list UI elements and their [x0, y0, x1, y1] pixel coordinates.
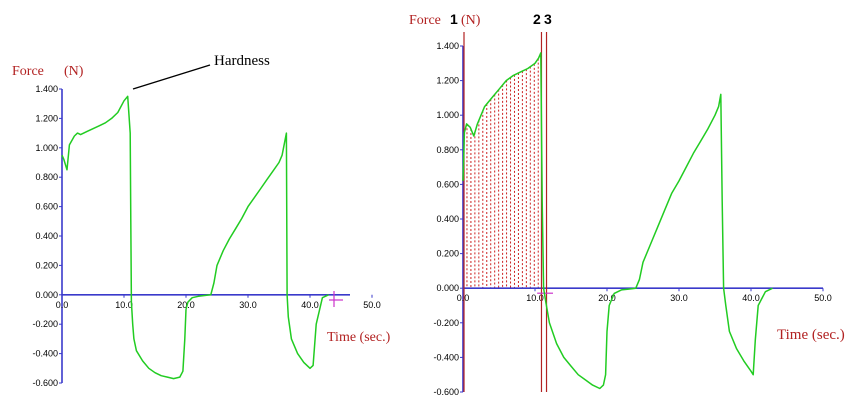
chart-left: Force (N) Hardness 1.400 1.200 1.000 0.800 0… — [12, 53, 391, 388]
hardness-annotation: Hardness — [214, 53, 270, 69]
right-shaded-area — [462, 58, 539, 289]
left-y-tick-label: -0.600 — [32, 378, 58, 388]
right-force-curve-line — [462, 52, 773, 390]
left-xlabel: Time (sec.) — [327, 330, 391, 345]
left-y-tick-label: 0.800 — [35, 172, 58, 182]
left-x-tick-label: 0.0 — [56, 300, 69, 310]
right-marker-lines — [463, 32, 553, 392]
right-y-tick-label: 1.200 — [436, 76, 459, 86]
left-x-tick-label: 20.0 — [177, 300, 195, 310]
left-x-tick-label: 10.0 — [115, 300, 133, 310]
left-ylabel-force: Force — [12, 64, 44, 79]
right-y-tick-label: -0.600 — [433, 387, 459, 397]
right-y-tick-label: 0.600 — [436, 179, 459, 189]
marker-label-2: 2 — [533, 11, 541, 27]
right-x-tick-label: 20.0 — [598, 293, 616, 303]
right-y-tick-label: -0.200 — [433, 318, 459, 328]
right-x-tick-label: 30.0 — [670, 293, 688, 303]
right-x-tick-labels: 0.0 10.0 20.0 30.0 40.0 50.0 — [457, 293, 832, 303]
left-axes — [59, 88, 373, 384]
right-force-curve — [462, 52, 773, 390]
left-force-curve — [61, 95, 329, 380]
marker-label-3: 3 — [544, 11, 552, 27]
right-y-tick-label: 0.000 — [436, 283, 459, 293]
chart-right: Force 1 (N) 2 3 1.400 1.200 1.000 0.800 0.60… — [409, 11, 845, 397]
marker-label-1: 1 — [450, 11, 458, 27]
right-y-tick-label: 0.400 — [436, 214, 459, 224]
right-ylabel-unit: (N) — [461, 13, 481, 28]
left-y-tick-label: 1.400 — [35, 84, 58, 94]
left-x-tick-labels: 0.0 10.0 20.0 30.0 40.0 50.0 — [56, 300, 381, 310]
left-y-tick-label: -0.400 — [32, 349, 58, 359]
left-x-tick-label: 50.0 — [363, 300, 381, 310]
hardness-pointer-line — [132, 64, 211, 90]
left-end-cross — [329, 291, 343, 307]
right-y-tick-label: -0.400 — [433, 352, 459, 362]
right-y-tick-label: 1.000 — [436, 110, 459, 120]
left-y-tick-labels: 1.400 1.200 1.000 0.800 0.600 0.400 0.200 0.000… — [32, 84, 58, 388]
left-y-tick-label: 1.200 — [35, 113, 58, 123]
right-ylabel-force: Force — [409, 13, 441, 28]
left-y-tick-label: 0.600 — [35, 202, 58, 212]
left-x-tick-label: 30.0 — [239, 300, 257, 310]
right-x-tick-label: 40.0 — [742, 293, 760, 303]
right-y-tick-label: 0.200 — [436, 249, 459, 259]
right-x-tick-label: 10.0 — [526, 293, 544, 303]
left-force-curve-line — [61, 95, 329, 380]
right-x-tick-label: 50.0 — [814, 293, 832, 303]
left-x-tick-label: 40.0 — [301, 300, 319, 310]
right-axes — [460, 45, 824, 393]
right-xlabel: Time (sec.) — [777, 327, 845, 343]
left-y-tick-label: 0.200 — [35, 260, 58, 270]
right-y-tick-labels: 1.400 1.200 1.000 0.800 0.600 0.400 0.200 0.000… — [433, 41, 459, 397]
right-y-tick-label: 0.800 — [436, 145, 459, 155]
left-y-tick-label: 0.400 — [35, 231, 58, 241]
left-y-tick-label: 1.000 — [35, 143, 58, 153]
right-x-tick-label: 0.0 — [457, 293, 470, 303]
left-y-tick-label: -0.200 — [32, 319, 58, 329]
left-ylabel-unit: (N) — [64, 64, 84, 79]
right-y-tick-label: 1.400 — [436, 41, 459, 51]
left-y-tick-label: 0.000 — [35, 290, 58, 300]
